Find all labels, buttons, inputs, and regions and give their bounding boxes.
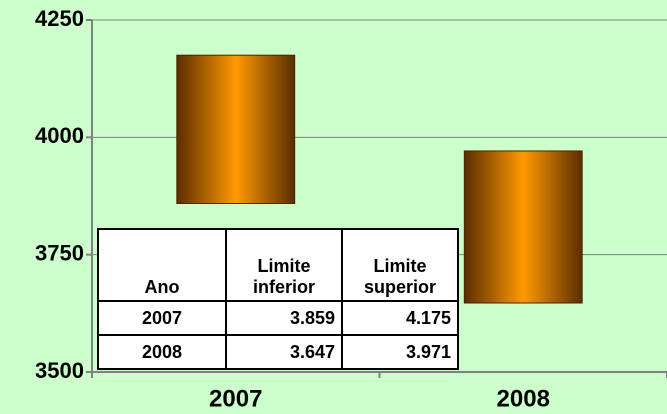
table-cell: 3.859 [225,300,343,336]
bar [463,150,583,304]
table-header: Ano [97,228,227,302]
bar [176,54,296,205]
table-cell: 3.971 [341,334,459,370]
table-cell: 3.647 [225,334,343,370]
y-tick-label: 3750 [35,240,84,265]
x-tick-label: 2008 [497,385,550,412]
table-cell: 2008 [97,334,227,370]
x-tick-label: 2007 [209,385,262,412]
table-header: Limite superior [341,228,459,302]
y-tick-label: 4250 [35,6,84,31]
y-tick-label: 4000 [35,123,84,148]
table-cell: 4.175 [341,300,459,336]
table-cell: 2007 [97,300,227,336]
y-tick-label: 3500 [35,358,84,383]
table-header: Limite inferior [225,228,343,302]
data-table: Ano Limite inferior Limite superior 2007… [97,228,459,370]
